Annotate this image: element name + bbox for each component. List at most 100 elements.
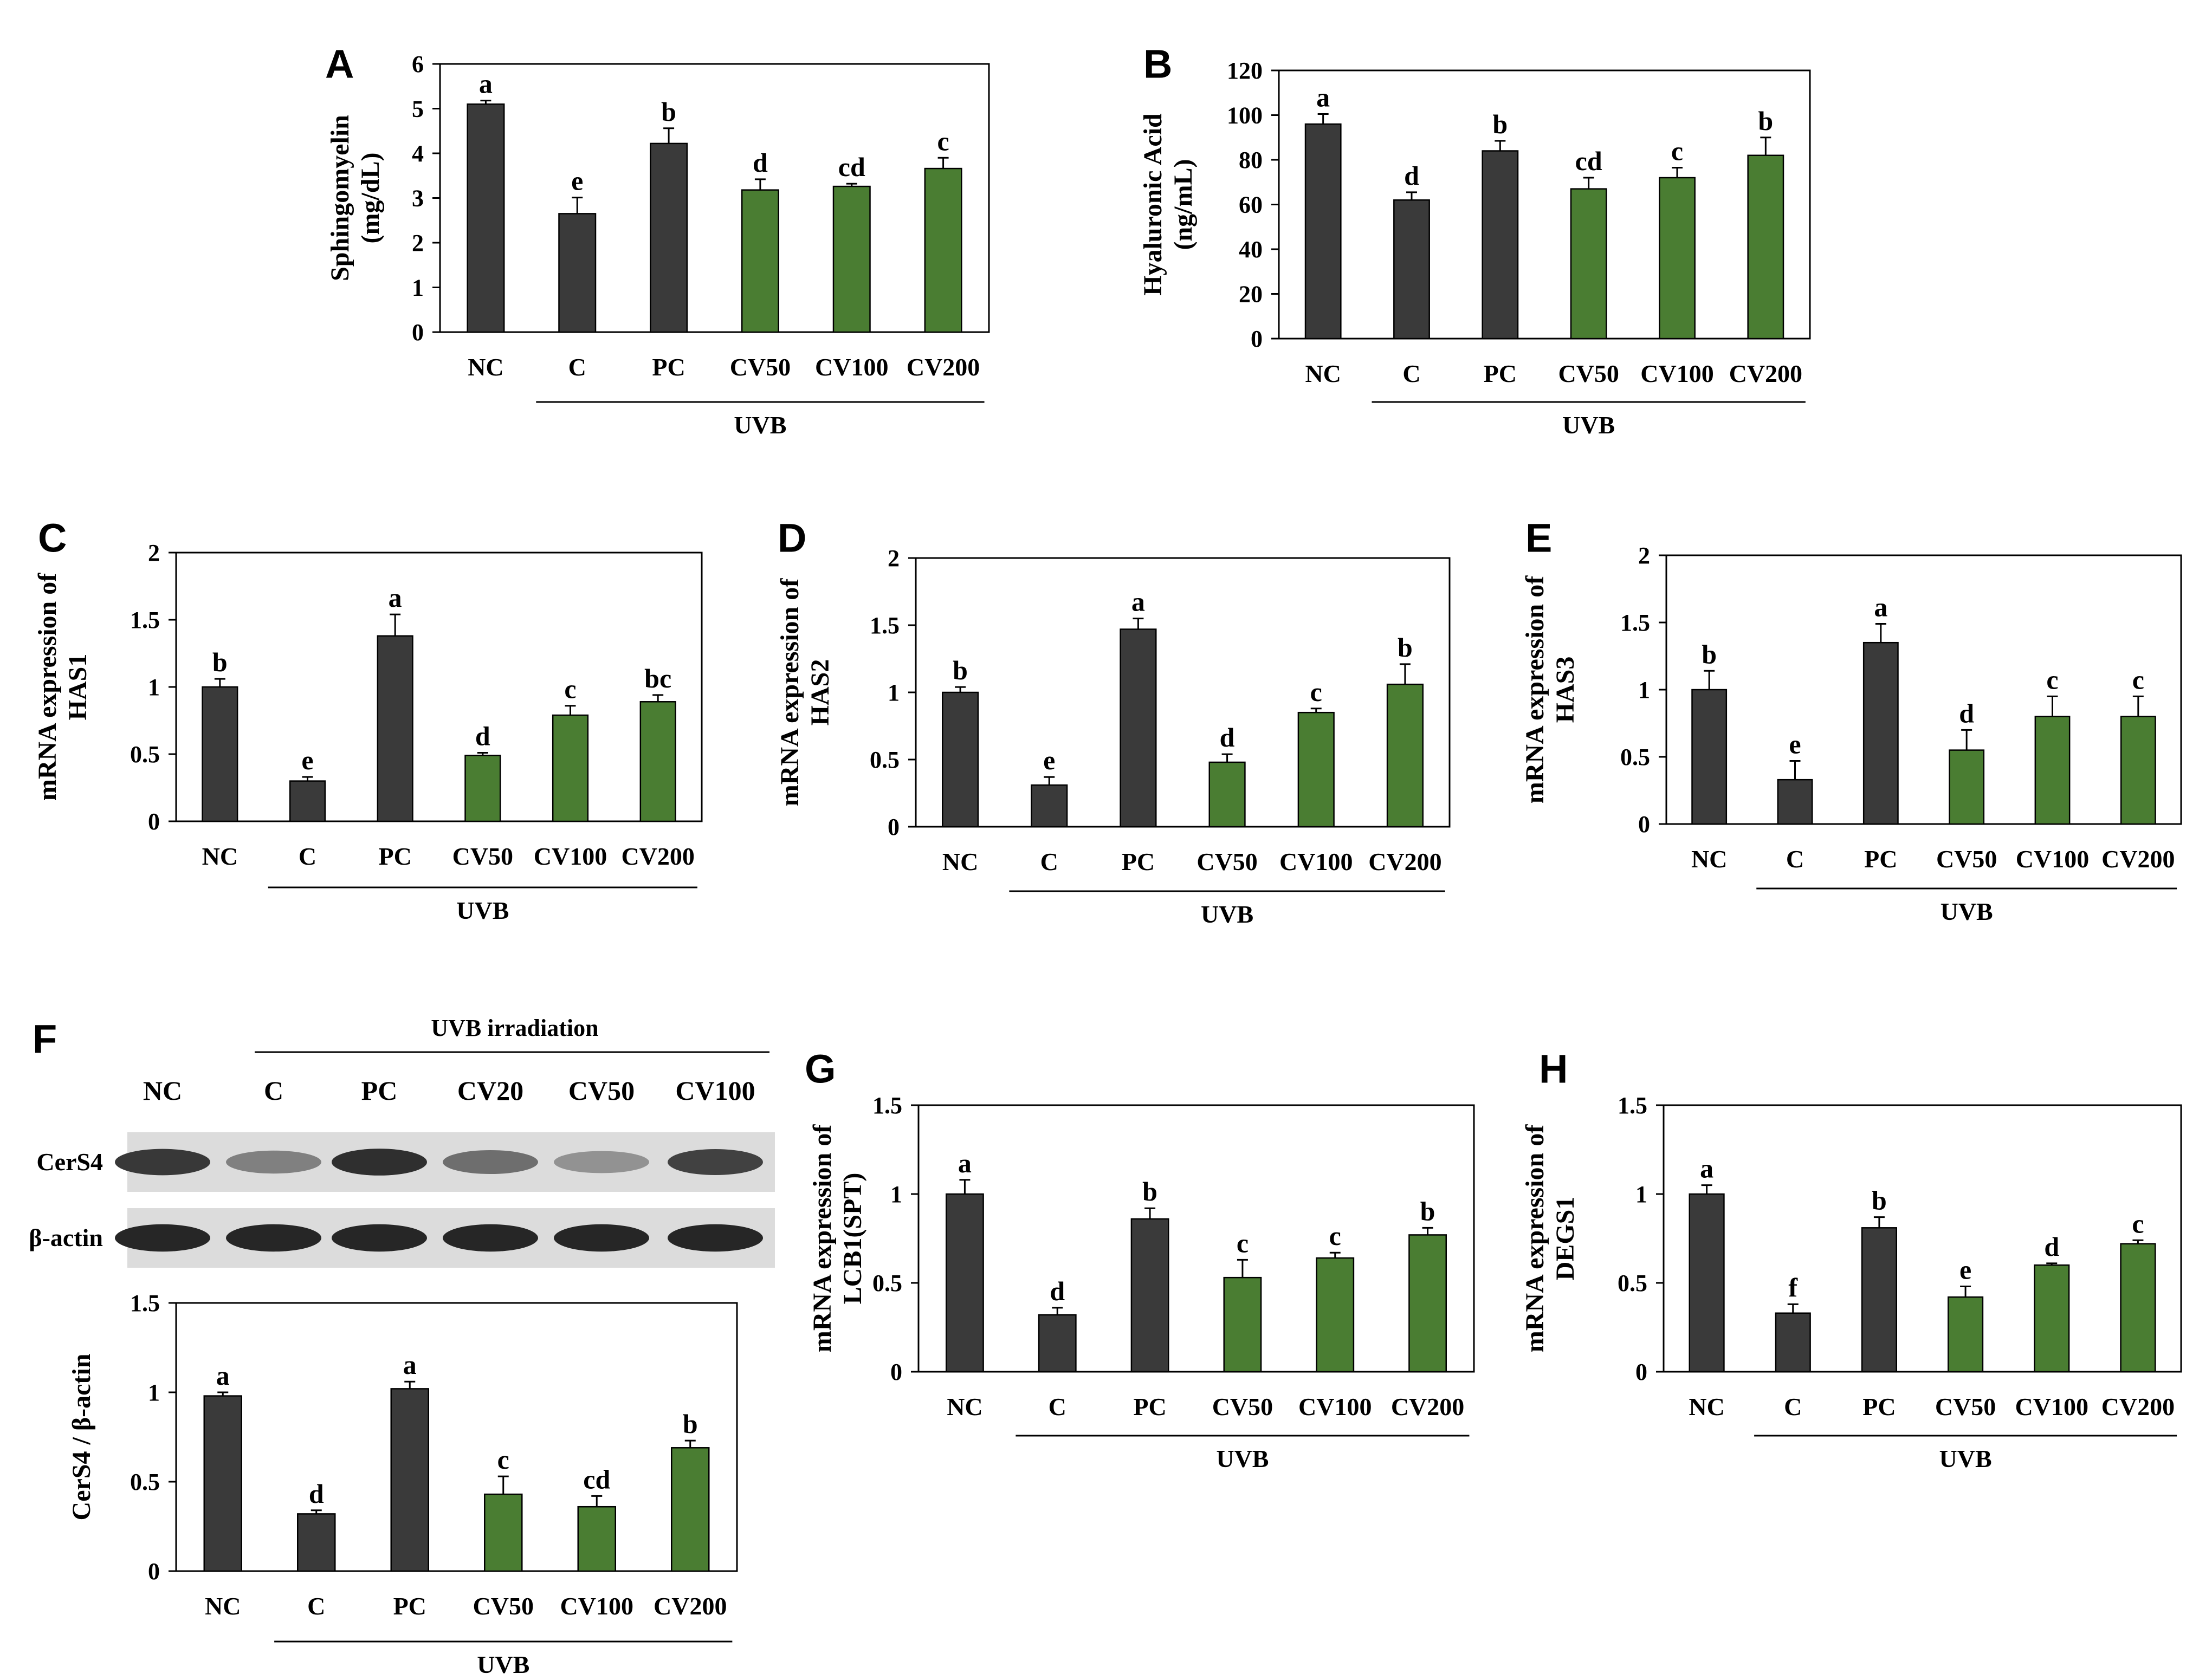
significance-letter: cd bbox=[838, 152, 865, 182]
significance-letter: a bbox=[958, 1148, 972, 1178]
bar-cv50 bbox=[484, 1493, 523, 1572]
significance-letter: b bbox=[1142, 1176, 1157, 1207]
category-label: NC bbox=[1689, 1393, 1724, 1420]
bar-c bbox=[1031, 784, 1068, 828]
significance-letter: b bbox=[1492, 109, 1508, 139]
bar-cv50 bbox=[741, 189, 779, 333]
bar-cv50 bbox=[1223, 1276, 1262, 1373]
western-blot: F UVB irradiation NC C PC CV20 CV50 CV100 CerS4 β… bbox=[29, 1015, 775, 1268]
category-label: NC bbox=[1305, 360, 1341, 387]
significance-letter: cd bbox=[583, 1464, 610, 1494]
bar-c bbox=[1038, 1314, 1077, 1373]
significance-letter: a bbox=[1131, 587, 1145, 617]
category-label: PC bbox=[1862, 1393, 1896, 1420]
blot-band bbox=[115, 1149, 210, 1176]
blot-band bbox=[443, 1224, 538, 1252]
group-label: UVB bbox=[1562, 411, 1615, 439]
category-label: PC bbox=[1484, 360, 1517, 387]
y-tick-label: 1.5 bbox=[130, 607, 160, 633]
y-axis-title-line: LCB1(SPT) bbox=[838, 1173, 867, 1305]
y-axis-title: CerS4 / β-actin bbox=[67, 1354, 96, 1521]
plot-frame bbox=[1278, 69, 1811, 340]
y-tick-label: 0 bbox=[148, 1558, 160, 1585]
bar-nc bbox=[202, 686, 238, 822]
category-label: NC bbox=[1691, 845, 1727, 873]
significance-letter: b bbox=[1398, 632, 1413, 663]
bar-cv200 bbox=[671, 1447, 710, 1572]
category-label: PC bbox=[1122, 848, 1155, 875]
y-tick-label: 1.5 bbox=[870, 612, 900, 639]
significance-letter: c bbox=[1671, 135, 1683, 166]
blot-band bbox=[443, 1150, 538, 1174]
significance-letter: c bbox=[2132, 664, 2144, 695]
bar-cv100 bbox=[552, 714, 589, 822]
category-label: PC bbox=[652, 353, 685, 381]
panel-letter: B bbox=[1143, 42, 1172, 87]
category-label: CV100 bbox=[1640, 360, 1713, 387]
chart-panel-b: B 0 20 40 60 80 100 120 Hyaluronic Acid(ng/mL) a N… bbox=[1139, 42, 1811, 439]
significance-letter: c bbox=[1329, 1221, 1341, 1251]
category-label: NC bbox=[205, 1592, 241, 1620]
bar-c bbox=[289, 780, 326, 822]
blot-band bbox=[668, 1149, 763, 1175]
y-tick-label: 1.5 bbox=[130, 1290, 160, 1316]
y-tick-label: 1 bbox=[412, 275, 424, 301]
y-tick-label: 0 bbox=[1251, 326, 1263, 352]
category-label: CV200 bbox=[2101, 845, 2175, 873]
lane-label: NC bbox=[143, 1075, 182, 1106]
category-label: CV50 bbox=[452, 842, 513, 870]
bar-c bbox=[558, 213, 597, 333]
y-tick-label: 2 bbox=[412, 230, 424, 256]
y-axis-title-line: (mg/dL) bbox=[356, 153, 385, 244]
category-label: PC bbox=[1133, 1393, 1166, 1420]
bar-pc bbox=[1130, 1218, 1169, 1373]
significance-letter: d bbox=[753, 147, 768, 178]
plot-frame bbox=[1663, 1104, 2182, 1373]
significance-letter: b bbox=[1758, 106, 1773, 136]
panel-letter: C bbox=[38, 516, 67, 561]
chart-panel-d: D 0 0.5 1 1.5 2 mRNA expression ofHAS2 b NC e Ca PC… bbox=[775, 516, 1451, 928]
charts: A 0 1 2 3 4 5 6 Sphingomyelin(mg/dL) a NC e Cb PC d CV5… bbox=[33, 42, 2182, 1678]
y-axis-title-line: DEGS1 bbox=[1551, 1197, 1580, 1281]
category-label: CV50 bbox=[1935, 1393, 1996, 1420]
blot-header: UVB irradiation bbox=[431, 1015, 598, 1041]
plot-frame bbox=[1665, 554, 2182, 825]
y-tick-label: 1 bbox=[148, 1379, 160, 1406]
significance-letter: c bbox=[564, 674, 576, 704]
category-label: CV100 bbox=[1279, 848, 1353, 875]
category-label: CV50 bbox=[1558, 360, 1619, 387]
y-tick-label: 1 bbox=[890, 1181, 902, 1208]
blot-band bbox=[554, 1151, 649, 1173]
bar-pc bbox=[1120, 628, 1157, 828]
y-axis-title-line: mRNA expression of bbox=[775, 578, 804, 806]
category-label: CV100 bbox=[534, 842, 607, 870]
blot-band bbox=[226, 1224, 321, 1252]
bar-nc bbox=[1304, 123, 1342, 340]
bar-cv100 bbox=[577, 1506, 616, 1572]
blot-band bbox=[332, 1149, 427, 1176]
y-tick-label: 20 bbox=[1239, 281, 1263, 308]
bar-cv200 bbox=[2120, 1243, 2156, 1373]
category-label: PC bbox=[1864, 845, 1897, 873]
y-tick-label: 4 bbox=[412, 140, 424, 167]
chart-panel-e: E 0 0.5 1 1.5 2 mRNA expression ofHAS3 b NC e Ca PC… bbox=[1521, 516, 2182, 925]
category-label: CV100 bbox=[560, 1592, 633, 1620]
category-label: NC bbox=[942, 848, 978, 875]
category-label: PC bbox=[379, 842, 412, 870]
y-axis-title-line: (ng/mL) bbox=[1169, 159, 1198, 250]
significance-letter: d bbox=[475, 721, 490, 751]
bar-cv200 bbox=[1386, 683, 1424, 828]
significance-letter: d bbox=[1050, 1276, 1065, 1306]
significance-letter: d bbox=[1220, 722, 1235, 753]
category-label: CV200 bbox=[654, 1592, 727, 1620]
panel-letter: G bbox=[805, 1047, 836, 1092]
significance-letter: e bbox=[1043, 745, 1055, 775]
bar-cv200 bbox=[2120, 716, 2156, 825]
significance-letter: d bbox=[1959, 698, 1974, 728]
significance-letter: d bbox=[2044, 1231, 2059, 1262]
y-tick-label: 1.5 bbox=[872, 1092, 902, 1119]
chart-panel-a: A 0 1 2 3 4 5 6 Sphingomyelin(mg/dL) a NC e Cb PC d CV5… bbox=[325, 42, 990, 439]
bar-pc bbox=[1862, 641, 1899, 825]
